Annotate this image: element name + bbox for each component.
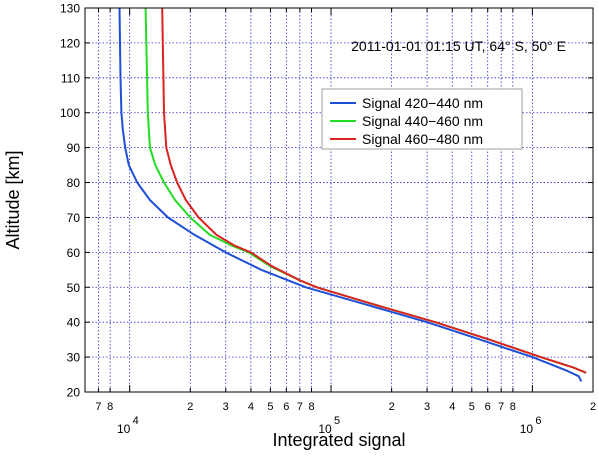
y-tick-label: 90 [67, 141, 81, 155]
x-major-tick-label: 10 [117, 422, 131, 436]
x-major-tick-exponent: 6 [535, 415, 541, 427]
series-line-3 [161, 7, 587, 374]
x-minor-tick-label: 8 [510, 401, 516, 413]
series-line-1 [118, 7, 583, 382]
y-tick-label: 20 [67, 386, 81, 400]
y-tick-label: 50 [67, 281, 81, 295]
legend-label: Signal 420−440 nm [362, 95, 483, 111]
y-tick-label: 110 [61, 71, 80, 85]
x-minor-tick-label: 7 [498, 401, 504, 413]
x-minor-tick-label: 5 [469, 401, 475, 413]
y-tick-label: 60 [67, 246, 81, 260]
x-major-tick-label: 10 [318, 422, 332, 436]
x-major-tick-exponent: 4 [133, 415, 139, 427]
y-tick-label: 130 [60, 2, 80, 16]
y-tick-label: 80 [67, 176, 81, 190]
y-axis-label: Altitude [km] [3, 150, 23, 249]
x-minor-tick-label: 5 [267, 401, 273, 413]
x-minor-tick-label: 4 [449, 401, 455, 413]
x-minor-tick-label: 6 [485, 401, 491, 413]
legend-label: Signal 460−480 nm [362, 131, 483, 147]
x-minor-tick-label: 6 [283, 401, 289, 413]
legend-label: Signal 440−460 nm [362, 113, 483, 129]
x-minor-tick-label: 3 [424, 401, 430, 413]
y-tick-label: 70 [67, 211, 81, 225]
series-line-2 [144, 7, 587, 374]
x-minor-tick-label: 7 [297, 401, 303, 413]
x-minor-tick-label: 7 [95, 401, 101, 413]
x-axis-label: Integrated signal [272, 430, 405, 450]
chart-annotation: 2011-01-01 01:15 UT, 64° S, 50° E [351, 38, 566, 54]
x-minor-tick-label: 2 [389, 401, 395, 413]
x-minor-tick-label: 3 [223, 401, 229, 413]
x-major-tick-exponent: 5 [334, 415, 340, 427]
y-tick-label: 30 [67, 351, 81, 365]
y-tick-label: 100 [60, 106, 80, 120]
x-minor-tick-label: 2 [187, 401, 193, 413]
legend: Signal 420−440 nm Signal 440−460 nm Signal… [321, 88, 523, 150]
x-major-tick-label: 10 [520, 422, 534, 436]
x-minor-tick-label: 8 [308, 401, 314, 413]
x-minor-tick-label: 4 [248, 401, 254, 413]
x-minor-tick-label: 2 [590, 401, 596, 413]
x-minor-tick-label: 8 [107, 401, 113, 413]
series-lines [118, 7, 587, 382]
y-tick-label: 40 [67, 316, 81, 330]
y-tick-label: 120 [60, 36, 80, 50]
plot-frame [84, 7, 594, 393]
grid [85, 7, 594, 393]
